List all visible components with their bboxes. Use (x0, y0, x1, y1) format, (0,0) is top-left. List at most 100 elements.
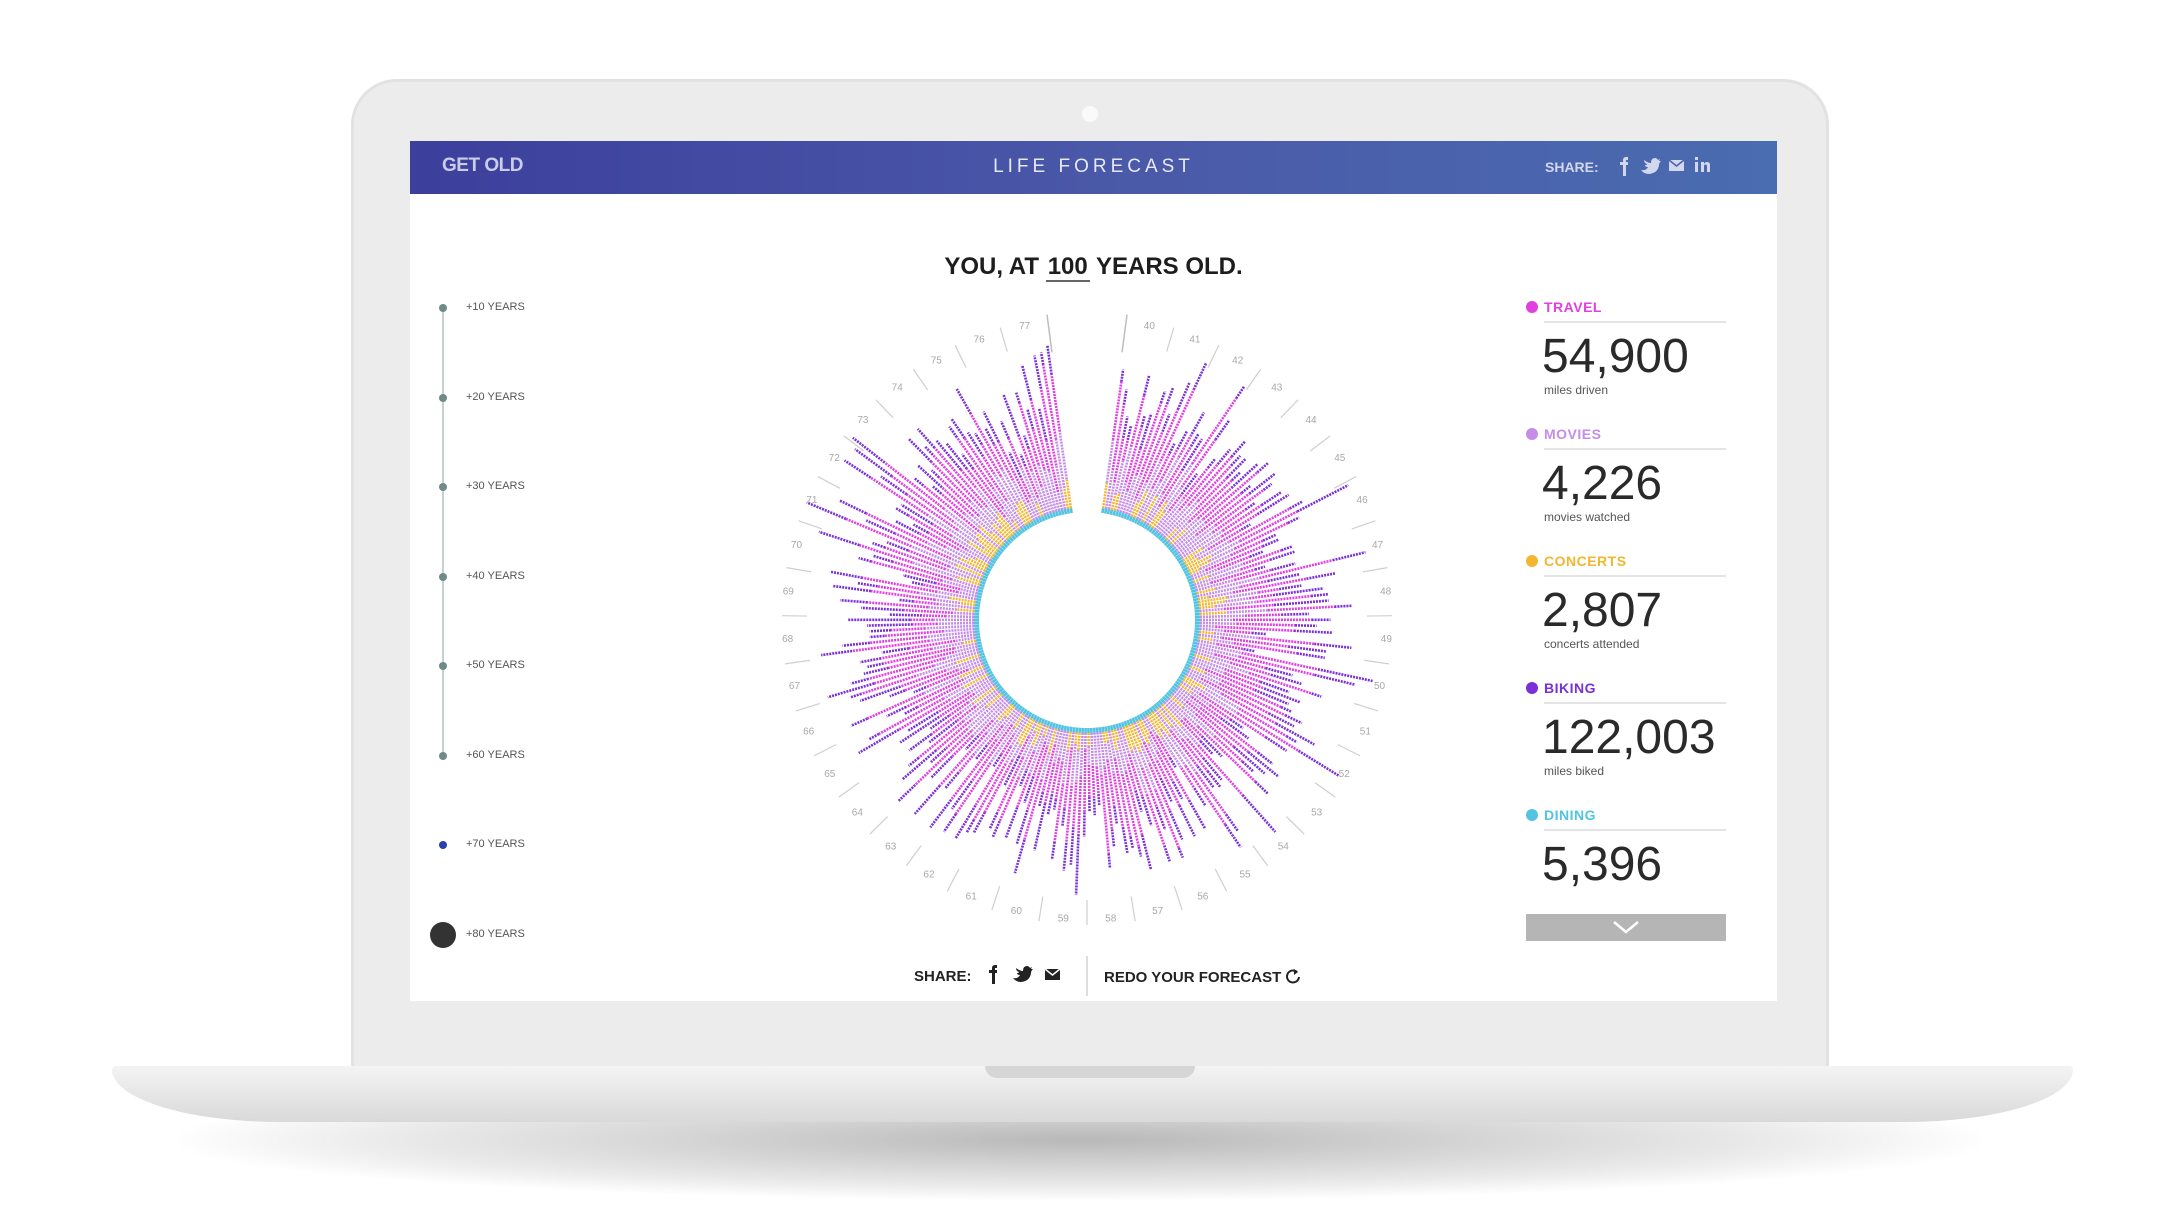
timeline-dot[interactable] (439, 662, 447, 670)
facebook-icon[interactable] (989, 965, 997, 984)
radial-bar-segment (1050, 374, 1062, 432)
radial-bar-segment (1194, 686, 1239, 715)
radial-bar-segment (982, 410, 1000, 443)
radial-bar-segment (999, 734, 1015, 756)
radial-bar-segment (1136, 720, 1151, 745)
scroll-down-button[interactable] (1526, 914, 1726, 941)
age-label: 70 (791, 540, 803, 551)
radial-bar-segment (1173, 521, 1207, 550)
radial-bar-segment (1145, 460, 1162, 492)
radial-bar-segment (1199, 607, 1224, 613)
headline-age[interactable]: 100 (1045, 253, 1090, 282)
radial-bar-segment (1155, 701, 1161, 708)
logo[interactable]: GET OLD (442, 155, 523, 176)
email-icon[interactable] (1668, 159, 1685, 171)
radial-bar-segment (845, 517, 912, 548)
timeline-label[interactable]: +30 YEARS (466, 480, 525, 492)
radial-bar-segment (1107, 853, 1112, 868)
radial-bar-segment (916, 464, 943, 489)
stat-value: 4,226 (1542, 457, 1663, 510)
radial-bar-segment (1213, 735, 1244, 763)
radial-bar-segment (1005, 499, 1025, 527)
radial-bar-segment (1182, 567, 1189, 572)
radial-bar-segment (1110, 494, 1117, 511)
timeline-dot[interactable] (439, 393, 447, 402)
radial-bar-segment (1110, 829, 1116, 847)
timeline-dot[interactable] (439, 751, 447, 760)
timeline-dot[interactable] (439, 841, 447, 849)
radial-bar-segment (1074, 749, 1080, 783)
radial-bar-segment (1047, 728, 1058, 754)
timeline-dot[interactable] (430, 921, 456, 948)
email-icon[interactable] (1044, 968, 1061, 980)
age-divider (1337, 744, 1361, 757)
timeline-label[interactable]: +80 YEARS (466, 927, 525, 940)
redo-button[interactable]: REDO YOUR FORECAST (1104, 968, 1301, 986)
radial-bar-segment (1177, 524, 1217, 555)
timeline-label[interactable]: +60 YEARS (466, 748, 525, 761)
radial-bar-segment (1120, 512, 1125, 519)
facebook-icon[interactable] (1620, 157, 1628, 176)
radial-bar-segment (899, 598, 914, 603)
timeline-dot[interactable] (439, 572, 447, 581)
footer-divider (1086, 956, 1088, 996)
radial-bar-segment (883, 461, 945, 510)
age-label: 68 (782, 634, 794, 645)
radial-bar-segment (1041, 364, 1058, 440)
radial-bar-segment (1020, 364, 1033, 401)
radial-bar-segment (923, 676, 960, 695)
timeline-label[interactable]: +50 YEARS (466, 659, 525, 671)
timeline-label[interactable]: +10 YEARS (466, 301, 525, 313)
radial-bar-segment (1032, 741, 1047, 778)
age-label: 55 (1239, 870, 1251, 881)
radial-bar-segment (985, 725, 1004, 747)
radial-bar-segment (1169, 547, 1176, 553)
radial-bar-segment (886, 541, 909, 552)
radial-bar-segment (1026, 746, 1049, 811)
linkedin-icon[interactable] (1695, 157, 1710, 172)
twitter-icon[interactable] (1641, 158, 1661, 174)
radial-bar-segment (963, 437, 1008, 501)
radial-bar-segment (1065, 785, 1073, 843)
timeline-dot[interactable] (439, 304, 447, 312)
radial-bar-segment (1121, 827, 1129, 854)
radial-bar-segment (1288, 645, 1328, 653)
radial-bar-segment (970, 705, 988, 722)
radial-bar-segment (1118, 722, 1123, 729)
radial-bar-segment (1234, 568, 1272, 582)
radial-bar-segment (877, 585, 919, 595)
radial-bar-segment (1189, 567, 1201, 575)
radial-bar-segment (900, 669, 947, 688)
timeline-label[interactable]: +40 YEARS (466, 569, 525, 582)
timeline-label[interactable]: +20 YEARS (466, 390, 525, 403)
radial-bar-segment (1161, 413, 1171, 433)
headline: YOU, AT 100 YEARS OLD. (410, 253, 1777, 282)
radial-bar-segment (1138, 719, 1151, 738)
radial-bar-segment (1127, 753, 1144, 798)
radial-bar-segment (1100, 774, 1110, 854)
radial-bar-segment (904, 706, 918, 715)
radial-bar-segment (999, 526, 1011, 539)
radial-bar-segment (1099, 732, 1106, 768)
radial-bar-segment (1194, 548, 1209, 559)
radial-bar-segment (941, 579, 979, 592)
radial-bar-segment (1188, 479, 1233, 523)
radial-bar-segment (1180, 438, 1204, 472)
age-label: 43 (1271, 382, 1283, 393)
radial-bar-segment (992, 753, 1003, 768)
radial-bar-segment (1125, 474, 1143, 515)
age-divider (1173, 885, 1183, 910)
age-divider (838, 782, 860, 798)
radial-bar-segment (1202, 535, 1223, 550)
radial-bar-segment (1066, 726, 1070, 732)
age-divider (1130, 896, 1136, 922)
timeline-label[interactable]: +70 YEARS (466, 838, 525, 850)
radial-bar-segment (1023, 779, 1043, 841)
twitter-icon[interactable] (1013, 966, 1033, 982)
radial-bar-segment (993, 680, 1000, 686)
timeline-dot[interactable] (439, 483, 447, 491)
radial-bar-segment (952, 611, 975, 616)
radial-bar-segment (1113, 758, 1132, 838)
radial-bar-segment (1176, 430, 1189, 450)
radial-bar-segment (1199, 611, 1227, 616)
